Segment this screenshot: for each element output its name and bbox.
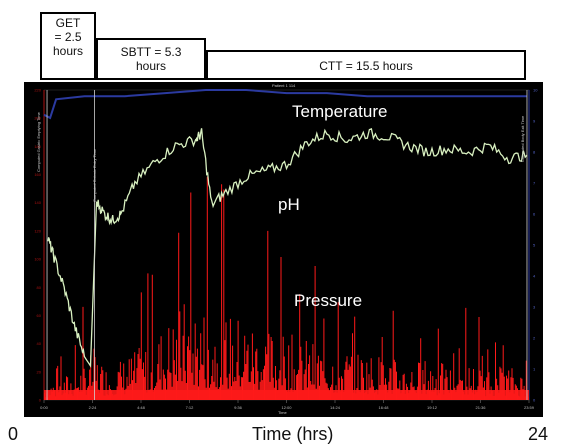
x-tick-label: 19:12	[427, 405, 438, 410]
plot-frame	[43, 89, 530, 401]
ph-series	[47, 128, 528, 368]
chart-svg: 2202001801601401201008060402001098765432…	[34, 88, 538, 411]
sbtt-phase-line1: SBTT = 5.3	[120, 45, 182, 59]
x-tick-label: 16:48	[378, 405, 389, 410]
left-tick-label: 200	[34, 116, 41, 121]
get-phase-line2: = 2.5	[54, 30, 82, 44]
plot-header: Patient 1 114	[272, 83, 296, 88]
get-phase-line1: GET	[55, 16, 81, 30]
sbtt-phase-box: SBTT = 5.3 hours	[96, 38, 206, 80]
get-phase-line3: hours	[52, 44, 84, 58]
right-tick-label: 1	[533, 367, 536, 372]
right-tick-label: 6	[533, 212, 536, 217]
left-tick-label: 140	[34, 200, 41, 205]
pressure-baseline-band	[44, 390, 529, 400]
x-tick-label: 2:24	[89, 405, 98, 410]
ctt-phase-line1: CTT = 15.5 hours	[319, 59, 413, 73]
x-tick-label: 0:00	[40, 405, 49, 410]
right-tick-label: 10	[533, 88, 538, 93]
left-tick-label: 60	[37, 313, 42, 318]
right-tick-label: 0	[533, 398, 536, 403]
left-tick-label: 20	[37, 369, 42, 374]
right-tick-label: 7	[533, 181, 536, 186]
x-tick-label: 9:36	[234, 405, 243, 410]
temperature-label: Temperature	[292, 102, 388, 121]
x-tick-label: 4:48	[137, 405, 146, 410]
event-label-1: Computed Gastric Emptying Time	[36, 112, 41, 172]
x-tick-label: 7:12	[186, 405, 195, 410]
x-tick-label: 23:59	[524, 405, 535, 410]
left-tick-label: 80	[37, 285, 42, 290]
right-tick-label: 2	[533, 336, 536, 341]
x-axis-caption: Time	[278, 410, 287, 415]
ph-label: pH	[278, 195, 300, 214]
sbtt-phase-line2: hours	[135, 59, 167, 73]
ctt-phase-box: CTT = 15.5 hours	[206, 50, 526, 80]
left-tick-label: 120	[34, 228, 41, 233]
right-tick-label: 3	[533, 305, 536, 310]
event-label-3: Computed Body Exit Time	[520, 115, 525, 162]
x-axis-start-label: 0	[8, 424, 19, 444]
right-tick-label: 5	[533, 243, 536, 248]
x-tick-label: 12:00	[281, 405, 292, 410]
left-tick-label: 0	[39, 398, 42, 403]
left-tick-label: 100	[34, 257, 41, 262]
right-tick-label: 9	[533, 119, 536, 124]
pressure-label: Pressure	[294, 291, 363, 310]
right-tick-label: 4	[533, 274, 536, 279]
x-tick-label: 21:36	[475, 405, 486, 410]
left-tick-label: 220	[34, 88, 41, 93]
temperature-series	[43, 89, 527, 120]
right-tick-label: 8	[533, 150, 536, 155]
x-axis-title: Time (hrs)	[252, 424, 334, 444]
get-phase-box: GET = 2.5 hours	[40, 12, 96, 80]
x-tick-label: 14:24	[330, 405, 341, 410]
left-tick-label: 40	[37, 341, 42, 346]
left-tick-label: 180	[34, 144, 41, 149]
left-tick-label: 160	[34, 172, 41, 177]
event-label-2: Computed Colonic Entry Time	[92, 148, 97, 202]
x-axis-end-label: 24	[528, 424, 549, 444]
chart-plot-area: 220 200 180 160 140 120 100 80 60 40 20 0 10 9 8 7 6 5 4 3 2…	[24, 82, 543, 417]
